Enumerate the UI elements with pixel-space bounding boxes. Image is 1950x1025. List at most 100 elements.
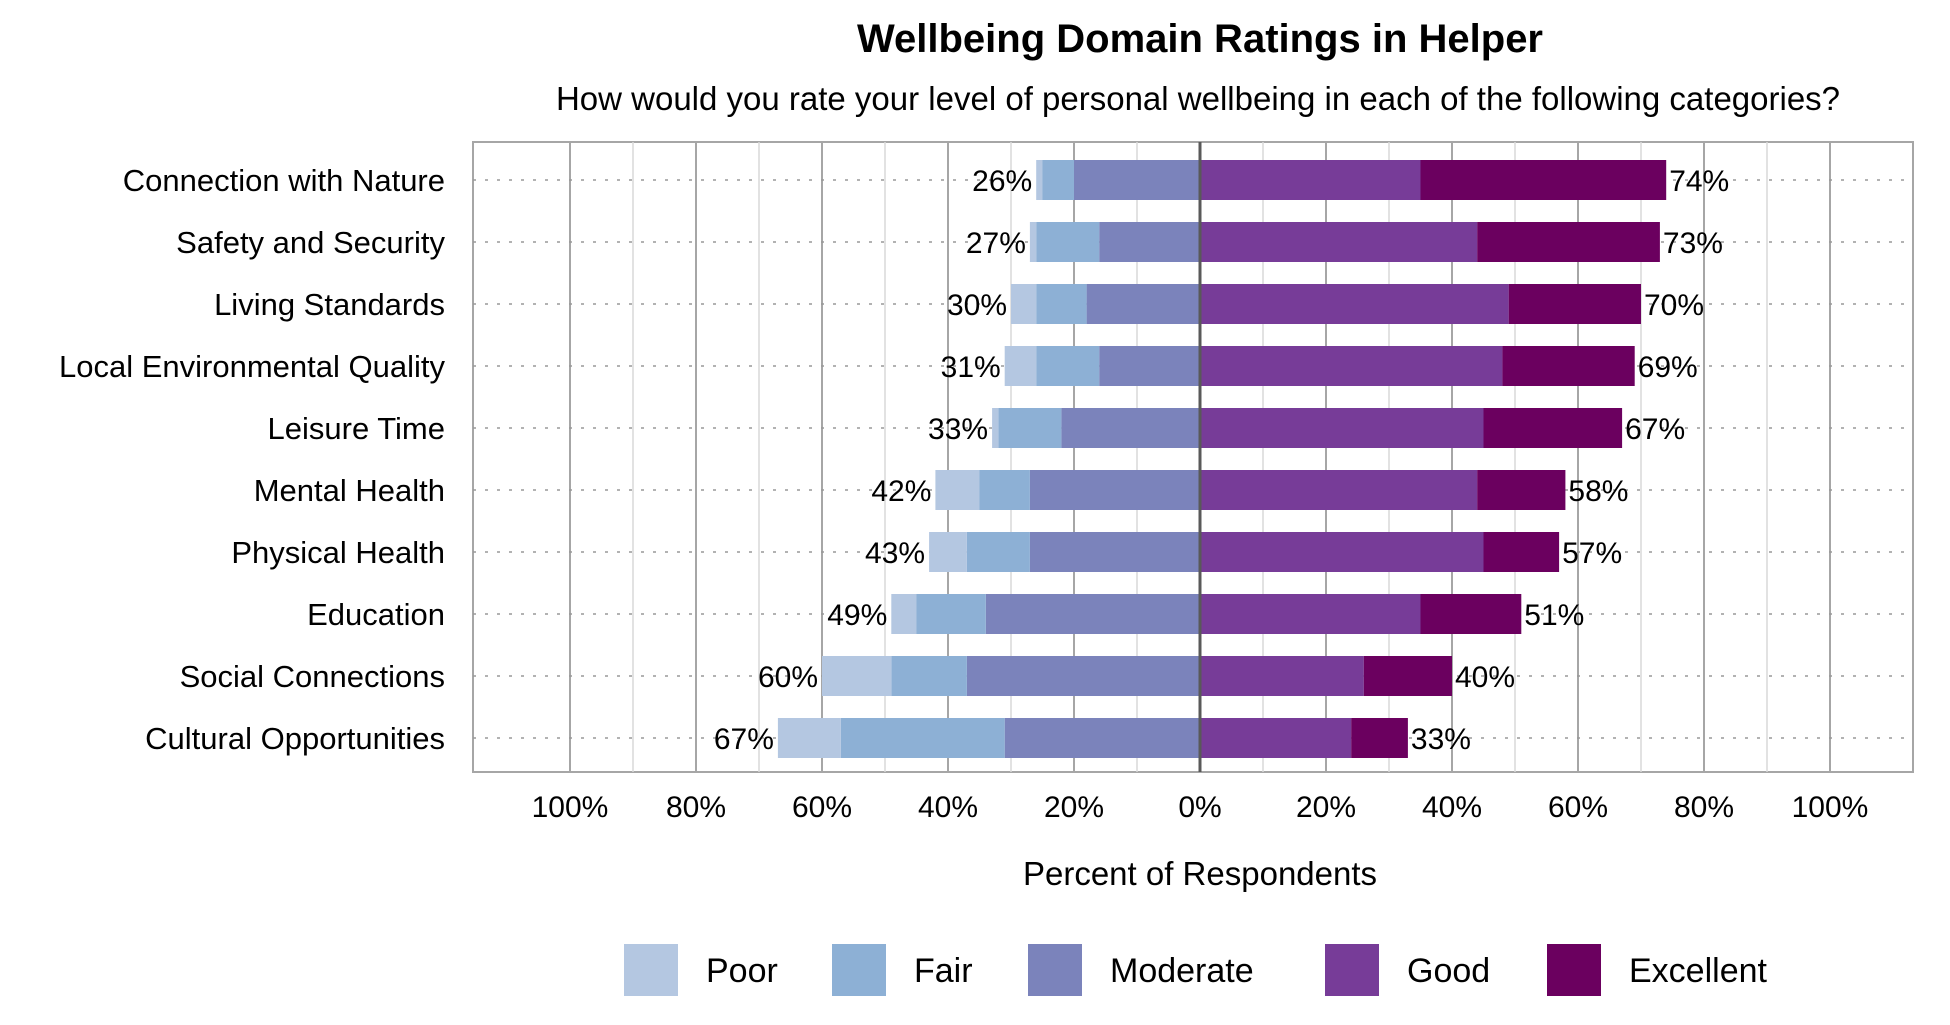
bar-fair <box>916 594 986 634</box>
x-tick-label: 100% <box>532 791 609 824</box>
bar-good <box>1200 532 1484 572</box>
bar-poor <box>1011 284 1037 324</box>
legend-label: Good <box>1407 952 1490 990</box>
legend-swatch <box>1547 944 1601 996</box>
positive-total-label: 58% <box>1568 475 1628 508</box>
negative-total-label: 30% <box>947 289 1007 322</box>
bar-poor <box>777 718 841 758</box>
x-tick-labels: 100% 80% 60% 40% 20% 0% 20% 40% 60% 80% 100% <box>532 791 1869 824</box>
x-tick-label: 60% <box>1548 791 1608 824</box>
x-tick-label: 80% <box>666 791 726 824</box>
bar-good <box>1200 284 1509 324</box>
bar-moderate <box>985 594 1200 634</box>
bar-excellent <box>1483 408 1623 448</box>
plot-frame <box>472 141 1914 773</box>
category-label: Connection with Nature <box>123 163 445 198</box>
x-tick-label: 80% <box>1674 791 1734 824</box>
bar-poor <box>822 656 892 696</box>
x-axis-label: Percent of Respondents <box>1023 855 1377 892</box>
x-tick-label: 0% <box>1178 791 1221 824</box>
bar-fair <box>1036 346 1100 386</box>
legend-swatch <box>1028 944 1082 996</box>
legend-swatch <box>624 944 678 996</box>
category-guide-dots <box>473 179 1913 739</box>
legend-label: Moderate <box>1110 952 1254 990</box>
positive-total-label: 74% <box>1669 165 1729 198</box>
bar-fair <box>1036 284 1087 324</box>
category-label: Local Environmental Quality <box>59 349 445 384</box>
bar-excellent <box>1508 284 1641 324</box>
category-label: Mental Health <box>254 473 445 508</box>
legend-label: Poor <box>706 952 778 990</box>
x-tick-label: 20% <box>1044 791 1104 824</box>
bar-moderate <box>1061 408 1200 448</box>
legend-swatch <box>1325 944 1379 996</box>
positive-total-label: 57% <box>1562 537 1622 570</box>
bar-excellent <box>1502 346 1635 386</box>
bar-fair <box>1036 222 1100 262</box>
category-label: Leisure Time <box>268 411 445 446</box>
negative-total-label: 67% <box>714 723 774 756</box>
x-tick-label: 40% <box>1422 791 1482 824</box>
category-label: Physical Health <box>231 535 445 570</box>
bar-poor <box>1036 160 1043 200</box>
bar-fair <box>966 532 1030 572</box>
negative-total-label: 26% <box>972 165 1032 198</box>
bar-excellent <box>1351 718 1408 758</box>
bar-poor <box>891 594 917 634</box>
legend-label: Fair <box>914 952 973 990</box>
positive-total-label: 73% <box>1663 227 1723 260</box>
negative-total-label: 49% <box>827 599 887 632</box>
total-labels: 26% 74% 27% 73% 30% 70% 31% 69% 33% 67% 42% 58% 43% 5… <box>714 165 1729 756</box>
bar-good <box>1200 594 1421 634</box>
negative-total-label: 33% <box>928 413 988 446</box>
negative-total-label: 60% <box>758 661 818 694</box>
bar-excellent <box>1420 160 1667 200</box>
legend-label: Excellent <box>1629 952 1768 990</box>
bar-moderate <box>1004 718 1200 758</box>
negative-total-label: 43% <box>865 537 925 570</box>
positive-total-label: 33% <box>1411 723 1471 756</box>
bar-moderate <box>1074 160 1200 200</box>
category-label: Education <box>307 597 445 632</box>
bar-good <box>1200 656 1364 696</box>
bar-fair <box>1042 160 1074 200</box>
bar-excellent <box>1363 656 1452 696</box>
bar-moderate <box>1029 532 1200 572</box>
x-tick-label: 40% <box>918 791 978 824</box>
positive-total-label: 67% <box>1625 413 1685 446</box>
positive-total-label: 70% <box>1644 289 1704 322</box>
bar-good <box>1200 160 1421 200</box>
bar-fair <box>840 718 1005 758</box>
chart-subtitle: How would you rate your level of persona… <box>556 80 1840 117</box>
bar-excellent <box>1483 532 1560 572</box>
positive-total-label: 69% <box>1638 351 1698 384</box>
bar-fair <box>979 470 1030 510</box>
positive-total-label: 40% <box>1455 661 1515 694</box>
bar-poor <box>992 408 999 448</box>
category-label: Living Standards <box>214 287 445 322</box>
bar-good <box>1200 408 1484 448</box>
chart-title: Wellbeing Domain Ratings in Helper <box>857 17 1543 61</box>
bar-segments <box>777 160 1667 758</box>
bar-excellent <box>1477 222 1660 262</box>
bar-moderate <box>1099 222 1200 262</box>
bar-moderate <box>966 656 1200 696</box>
bar-poor <box>935 470 980 510</box>
negative-total-label: 31% <box>941 351 1001 384</box>
category-label: Cultural Opportunities <box>145 721 445 756</box>
bar-moderate <box>1086 284 1200 324</box>
bar-good <box>1200 470 1478 510</box>
bar-moderate <box>1029 470 1200 510</box>
bar-poor <box>1004 346 1037 386</box>
bar-good <box>1200 346 1503 386</box>
bar-moderate <box>1099 346 1200 386</box>
legend: Poor Fair Moderate Good Excellent <box>624 944 1768 996</box>
bar-fair <box>998 408 1062 448</box>
category-label: Safety and Security <box>176 225 445 260</box>
x-tick-label: 100% <box>1792 791 1869 824</box>
bar-poor <box>929 532 967 572</box>
negative-total-label: 27% <box>966 227 1026 260</box>
